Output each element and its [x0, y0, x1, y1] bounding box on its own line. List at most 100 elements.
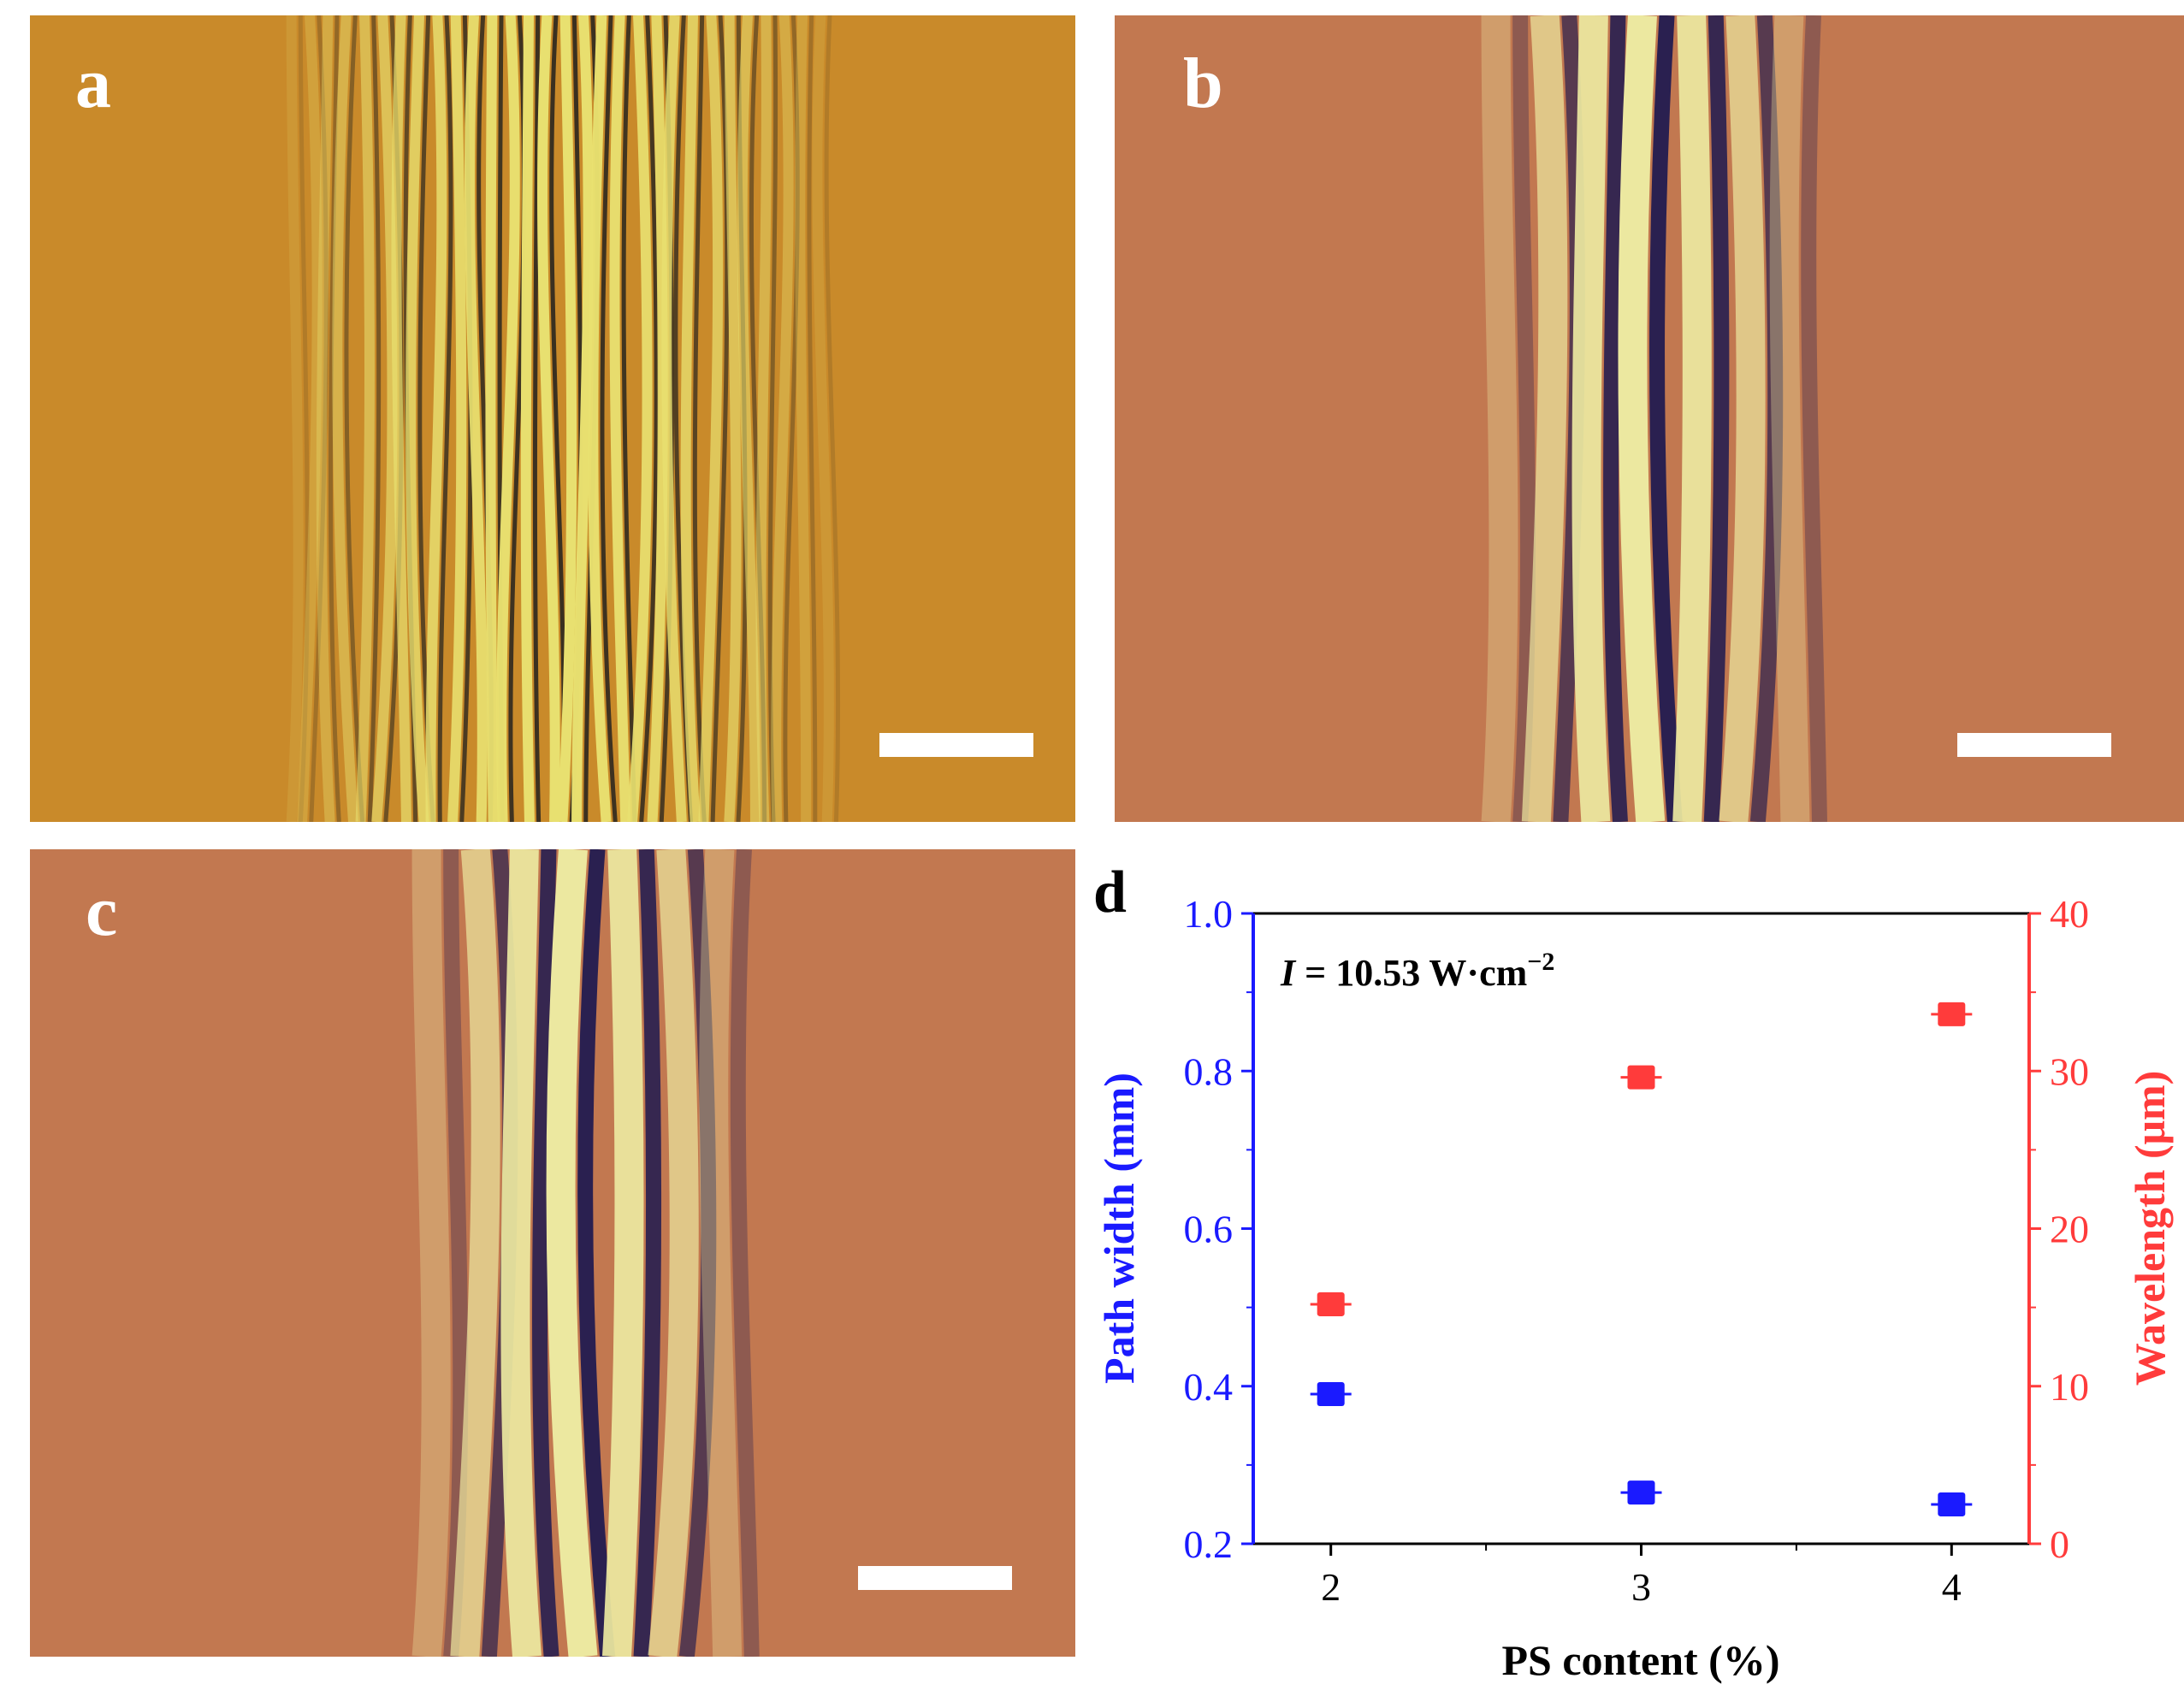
stripe-dark — [621, 15, 637, 822]
wavelength-point — [1938, 1002, 1966, 1026]
right-tick-label: 30 — [2050, 1049, 2089, 1093]
annotation-rest: = 10.53 W·cm — [1295, 952, 1527, 994]
annotation: I = 10.53 W·cm−2 — [1280, 948, 1554, 994]
stripe-light — [601, 849, 644, 1657]
stripe-light — [737, 15, 761, 822]
annotation-sup: −2 — [1527, 948, 1554, 976]
stripe-dark — [710, 15, 730, 822]
stripe-light — [1719, 15, 1766, 822]
stripe-light — [485, 15, 499, 822]
panel-d-label: d — [1093, 860, 1127, 925]
stripe-light — [648, 849, 699, 1657]
stripe-dark — [532, 15, 542, 822]
stripe-light — [496, 15, 520, 822]
panel-a-label: a — [75, 44, 111, 123]
stripe-light — [771, 15, 794, 822]
stripe-dark — [749, 15, 767, 822]
stripe-dark — [344, 15, 365, 822]
stripe-light — [411, 849, 451, 1657]
panel-c-scale-bar — [858, 1566, 1012, 1590]
left-tick-label: 0.6 — [1184, 1208, 1234, 1251]
stripe-light — [1521, 15, 1568, 822]
panel-d-chart: d 0.2 0.4 0.6 0.8 1.0 0 10 20 30 40 2 3 4 I = 10.5… — [1093, 860, 2174, 1684]
stripe-light — [609, 15, 631, 822]
right-tick-label: 20 — [2050, 1208, 2089, 1251]
x-tick-label: 2 — [1321, 1565, 1341, 1609]
stripe-dark — [437, 15, 453, 822]
stripe-light — [1481, 15, 1518, 822]
panel-a-scale-bar — [879, 733, 1033, 757]
right-tick-label: 0 — [2050, 1522, 2069, 1566]
stripe-light — [371, 15, 398, 822]
stripe-dark — [824, 15, 841, 822]
stripe-dark — [532, 849, 559, 1657]
left-tick-label: 1.0 — [1184, 892, 1234, 936]
panel-b-stripes — [1481, 15, 1827, 822]
left-axis-label: Path width (mm) — [1095, 1073, 1143, 1384]
left-tick-label: 0.4 — [1184, 1365, 1234, 1409]
stripe-dark — [309, 15, 328, 822]
wavelength-point — [1317, 1291, 1345, 1316]
stripe-light — [537, 15, 560, 822]
stripe-light — [588, 15, 612, 822]
x-axis-label: PS content (%) — [1502, 1636, 1780, 1684]
stripe-light — [627, 15, 653, 822]
right-axis: 0 10 20 30 40 — [2027, 892, 2089, 1566]
stripe-light — [680, 15, 701, 822]
stripe-dark — [783, 15, 800, 822]
panel-c-stripes — [411, 849, 760, 1657]
stripe-light — [500, 849, 542, 1657]
stripe-light — [812, 15, 834, 822]
wavelength-point — [1627, 1065, 1655, 1090]
stripe-dark — [678, 849, 717, 1657]
stripe-dark — [730, 849, 760, 1657]
stripe-dark — [1703, 15, 1730, 822]
panel-a: a — [30, 15, 1075, 822]
plot-frame — [1252, 912, 2031, 1545]
panel-c-label: c — [86, 872, 117, 951]
stripe-light — [698, 15, 724, 822]
stripe-light — [391, 15, 411, 822]
panel-c: c — [30, 849, 1075, 1657]
panel-b: b — [1115, 15, 2184, 822]
stripe-dark — [1801, 15, 1827, 822]
stripe-dark — [692, 15, 707, 822]
stripe-light — [286, 15, 304, 822]
x-tick-label: 3 — [1631, 1565, 1651, 1609]
panel-b-scale-bar — [1957, 733, 2111, 757]
panel-a-stripes — [286, 15, 841, 822]
data-series — [1310, 1002, 1973, 1516]
left-axis: 0.2 0.4 0.6 0.8 1.0 — [1184, 892, 1255, 1566]
stripe-light — [546, 849, 598, 1657]
stripe-dark — [600, 15, 618, 822]
stripe-light — [1571, 15, 1611, 822]
stripe-dark — [367, 15, 382, 822]
left-tick-label: 0.8 — [1184, 1049, 1234, 1093]
stripe-light — [795, 15, 812, 822]
stripe-dark — [807, 15, 818, 822]
stripe-light — [465, 15, 488, 822]
panel-b-label: b — [1183, 44, 1223, 123]
stripe-light — [724, 15, 742, 822]
annotation-var: I — [1280, 952, 1297, 994]
path-width-point — [1938, 1492, 1966, 1516]
stripe-dark — [298, 15, 310, 822]
stripe-light — [699, 849, 743, 1657]
stripe-dark — [577, 849, 616, 1657]
stripe-light — [405, 15, 429, 822]
x-axis: 2 3 4 — [1321, 1544, 1962, 1609]
stripe-dark — [1648, 15, 1683, 822]
stripe-light — [450, 849, 500, 1657]
stripe-light — [297, 15, 323, 822]
stripe-dark — [633, 849, 662, 1657]
x-tick-label: 4 — [1942, 1565, 1962, 1609]
path-width-point — [1627, 1480, 1655, 1505]
stripe-dark — [767, 15, 778, 822]
stripe-dark — [1749, 15, 1784, 822]
stripe-light — [557, 15, 577, 822]
stripe-light — [316, 15, 335, 822]
right-tick-label: 10 — [2050, 1365, 2089, 1409]
stripe-light — [332, 15, 358, 822]
path-width-point — [1317, 1381, 1345, 1406]
